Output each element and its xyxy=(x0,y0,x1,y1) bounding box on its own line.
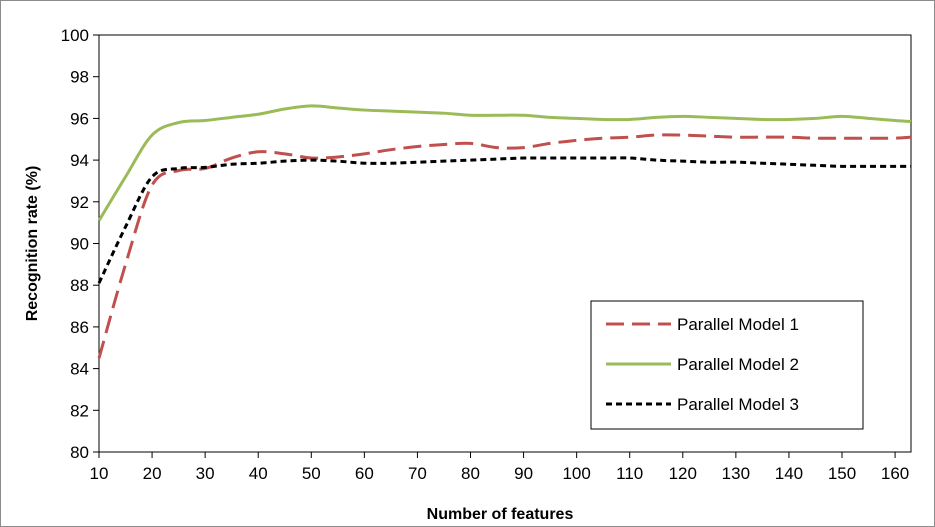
y-tick-label: 80 xyxy=(70,443,89,462)
x-tick-label: 50 xyxy=(302,464,321,483)
series-line-3 xyxy=(97,156,911,284)
legend-label-2: Parallel Model 2 xyxy=(677,355,799,374)
y-axis-title: Recognition rate (%) xyxy=(24,166,41,322)
x-tick-label: 160 xyxy=(881,464,909,483)
x-tick-label: 80 xyxy=(461,464,480,483)
x-tick-label: 10 xyxy=(90,464,109,483)
x-tick-label: 20 xyxy=(143,464,162,483)
y-tick-label: 96 xyxy=(70,109,89,128)
y-tick-label: 94 xyxy=(70,151,89,170)
x-tick-label: 120 xyxy=(669,464,697,483)
series-line-1 xyxy=(97,133,912,359)
legend-label-1: Parallel Model 1 xyxy=(677,315,799,334)
y-tick-label: 98 xyxy=(70,68,89,87)
y-tick-label: 82 xyxy=(70,401,89,420)
x-tick-label: 30 xyxy=(196,464,215,483)
x-tick-label: 140 xyxy=(775,464,803,483)
x-tick-label: 40 xyxy=(249,464,268,483)
legend-label-3: Parallel Model 3 xyxy=(677,395,799,414)
x-tick-label: 110 xyxy=(616,464,643,483)
x-tick-label: 150 xyxy=(828,464,856,483)
y-tick-label: 88 xyxy=(70,276,89,295)
y-tick-label: 90 xyxy=(70,235,89,254)
x-tick-label: 90 xyxy=(514,464,533,483)
y-tick-label: 100 xyxy=(61,26,89,45)
y-tick-label: 84 xyxy=(70,360,89,379)
series-line-2 xyxy=(97,104,912,222)
x-tick-label: 70 xyxy=(408,464,427,483)
y-tick-label: 92 xyxy=(70,193,89,212)
x-tick-label: 60 xyxy=(355,464,374,483)
x-tick-label: 100 xyxy=(562,464,590,483)
x-axis-title: Number of features xyxy=(427,506,574,523)
y-tick-label: 86 xyxy=(70,318,89,337)
x-tick-label: 130 xyxy=(722,464,750,483)
